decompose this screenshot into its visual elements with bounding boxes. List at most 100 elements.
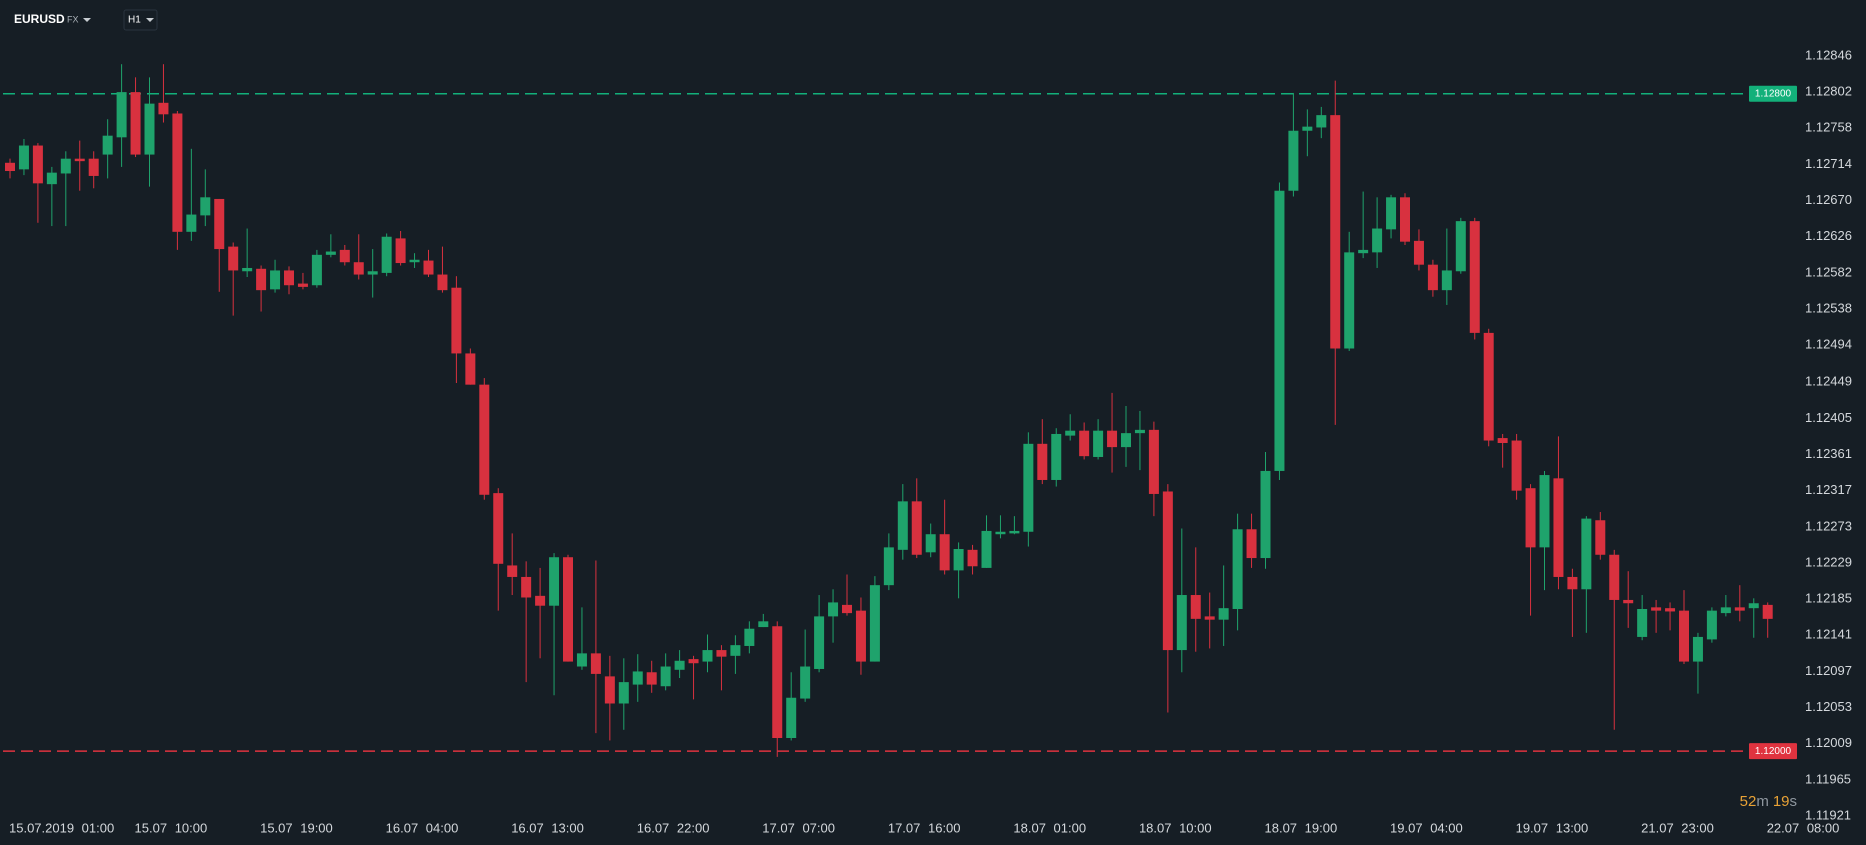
x-tick-label: 16.07 04:00 [386, 820, 459, 835]
candle-body [786, 697, 797, 739]
candle-body [1051, 433, 1062, 480]
y-tick-label: 1.12846 [1805, 47, 1852, 62]
candle-body [116, 92, 127, 138]
candle-body [5, 162, 15, 172]
candle-body [1455, 221, 1466, 272]
candle-body [1609, 554, 1620, 600]
candle-body [256, 268, 267, 291]
candle-body [158, 102, 169, 115]
timeframe-box[interactable] [123, 9, 158, 31]
candle-body [46, 172, 57, 185]
candle-body [1623, 599, 1634, 604]
candle-body [172, 113, 183, 232]
x-tick-label: 17.07 16:00 [888, 820, 961, 835]
candle-body [1358, 249, 1369, 254]
candle-body [814, 616, 825, 669]
y-tick-label: 1.12141 [1805, 627, 1852, 642]
candle-body [521, 576, 532, 598]
candle-body [646, 672, 657, 685]
x-tick-label: 19.07 13:00 [1516, 820, 1589, 835]
candle-body [1148, 429, 1159, 494]
candle-body [1400, 197, 1410, 242]
x-tick-label: 15.07 19:00 [260, 820, 333, 835]
y-tick-label: 1.12538 [1805, 300, 1852, 315]
candle-body [1692, 636, 1703, 662]
candle-body [1093, 430, 1104, 457]
candle-body [130, 92, 141, 155]
candle-body [1288, 130, 1299, 191]
timeframe-caret[interactable] [146, 18, 154, 22]
x-tick-label: 18.07 19:00 [1265, 820, 1338, 835]
candle-body [1372, 228, 1383, 253]
timeframe[interactable]: H1 [128, 15, 141, 26]
candle-body [1748, 603, 1759, 609]
y-tick-label: 1.12714 [1805, 156, 1852, 171]
y-tick-label: 1.12273 [1805, 518, 1852, 533]
y-tick-label: 1.12670 [1805, 192, 1852, 207]
candle-body [1316, 115, 1327, 128]
y-tick-label: 1.12626 [1805, 228, 1852, 243]
candle-body [437, 274, 448, 291]
candle-body [1107, 430, 1118, 448]
candle-body [772, 626, 783, 739]
candle-body [1023, 443, 1034, 532]
candle-body [828, 602, 839, 617]
candle-body [18, 145, 29, 170]
candle-body [1679, 610, 1689, 662]
candle-body [367, 271, 378, 275]
candle-body [1330, 115, 1341, 349]
candle-body [939, 534, 950, 571]
candle-body [660, 666, 671, 687]
y-tick-label: 1.12582 [1805, 264, 1852, 279]
x-tick-label: 16.07 22:00 [637, 820, 710, 835]
candle-body [1204, 616, 1215, 620]
candle-body [576, 653, 587, 667]
candle-body [1651, 607, 1662, 611]
candle-body [186, 214, 197, 232]
candle-body [1009, 530, 1020, 534]
candle-body [311, 254, 322, 286]
x-tick-label: 22.07 08:00 [1767, 820, 1840, 835]
candle-body [1637, 608, 1648, 637]
candle-body [395, 238, 406, 264]
candle-body [995, 531, 1006, 535]
candle-body [1079, 430, 1090, 457]
candle-body [535, 595, 546, 606]
candle-body [1734, 607, 1745, 611]
candle-body [1539, 475, 1550, 548]
x-tick-label: 19.07 04:00 [1390, 820, 1463, 835]
candle-body [1037, 443, 1048, 480]
y-tick-label: 1.12009 [1805, 735, 1852, 750]
market-caret[interactable] [83, 18, 91, 22]
candle-body [911, 501, 922, 555]
candle-body [730, 645, 741, 656]
candle-body [325, 251, 336, 255]
y-tick-label: 1.12185 [1805, 591, 1852, 606]
candle-body [1581, 518, 1592, 590]
candle-body [1511, 440, 1522, 491]
candle-body [465, 353, 476, 385]
market[interactable]: FX [67, 14, 79, 24]
toolbar: EURUSD FX H1 [14, 9, 158, 31]
candle-body [967, 549, 978, 567]
candle-body [1525, 488, 1536, 548]
candle-body [1595, 520, 1606, 555]
x-tick-label: 21.07 23:00 [1641, 820, 1714, 835]
level-label: 1.12000 [1755, 746, 1792, 757]
candle-body [1246, 529, 1257, 559]
candle-body [1176, 595, 1187, 651]
symbol[interactable]: EURUSD [14, 12, 65, 26]
y-tick-label: 1.12449 [1805, 374, 1852, 389]
timer-seconds-unit: s [1790, 793, 1798, 810]
candle-body [674, 660, 685, 670]
candle-body [897, 501, 908, 550]
candle-body [1720, 607, 1731, 614]
y-tick-label: 1.12494 [1805, 337, 1852, 352]
candle-body [981, 530, 992, 568]
candle-body [1469, 221, 1480, 333]
candle-body [353, 262, 364, 275]
candle-body [716, 650, 727, 657]
candle-body [284, 270, 294, 286]
